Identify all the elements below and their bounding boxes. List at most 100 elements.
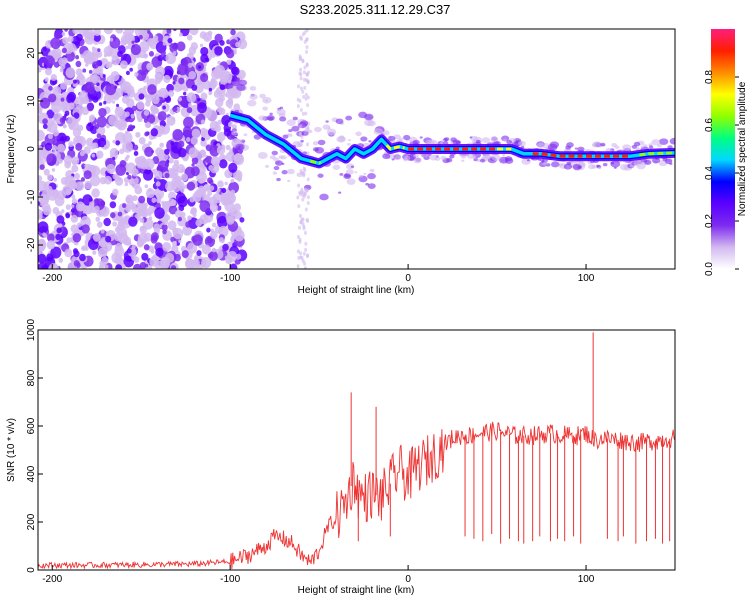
- colorbar-tick-label: 0.6: [704, 118, 715, 132]
- spectrogram-cell: [472, 155, 477, 159]
- spectrogram-cell: [117, 176, 122, 182]
- spectrogram-cell: [131, 105, 137, 112]
- spectrogram-cell: [188, 46, 197, 55]
- spectrogram-cell: [186, 242, 198, 254]
- spectrogram-cell: [38, 66, 42, 73]
- spectrogram-cell: [233, 203, 241, 212]
- spectrogram-cell: [338, 191, 342, 194]
- spectrogram-cell: [275, 160, 283, 166]
- spectrogram-cell: [210, 155, 221, 167]
- x-tick-label: -100: [220, 574, 240, 585]
- spectrogram-cell: [332, 164, 341, 170]
- spectrogram-cell: [620, 163, 630, 171]
- spectrogram-cell: [38, 221, 49, 234]
- spectrogram-cell: [75, 60, 82, 68]
- spectrogram-cell: [171, 265, 177, 269]
- spectrogram-cell: [201, 244, 211, 255]
- spectrogram-cell: [132, 263, 142, 269]
- spectrogram-cell: [132, 195, 138, 202]
- spectrogram-cell: [273, 165, 280, 171]
- colorbar-tick-label: 0.0: [704, 262, 715, 276]
- spectrogram-cell: [138, 195, 146, 204]
- spectrogram-cell: [38, 144, 44, 156]
- spectrogram-cell: [278, 155, 284, 160]
- spectrogram-cell: [154, 170, 163, 180]
- spectrogram-cell: [225, 151, 235, 162]
- spectrogram-cell: [42, 118, 48, 125]
- y-tick-label: -20: [26, 237, 37, 252]
- spectrogram-cell: [367, 173, 376, 180]
- spectrogram-cell: [50, 73, 57, 82]
- spectrogram-cell: [130, 44, 141, 56]
- spectrogram-cell: [613, 166, 617, 169]
- spectrogram-cell: [52, 129, 60, 137]
- spectrogram-cell: [73, 250, 80, 258]
- spectrogram-cell: [74, 47, 78, 51]
- spectrogram-cell: [213, 90, 221, 98]
- spectrogram-cell: [143, 244, 150, 251]
- spectrogram-cell: [648, 145, 654, 149]
- spectrogram-cell: [65, 188, 72, 195]
- spectrogram-cell: [217, 180, 224, 188]
- spectrogram-cell: [303, 85, 307, 90]
- spectrogram-cell: [299, 67, 303, 72]
- spectrogram-cell: [75, 33, 83, 42]
- spectrogram-cell: [208, 179, 214, 185]
- spectrogram-cell: [354, 171, 358, 174]
- spectrogram-cell: [144, 54, 148, 58]
- spectrogram-cell: [305, 254, 309, 259]
- spectrogram-cell: [359, 174, 364, 178]
- spectrogram-cell: [231, 131, 238, 136]
- colorbar: 0.0 0.2 0.4 0.6 0.8 Normalized spectral ampl…: [704, 29, 748, 276]
- spectrogram-cell: [161, 200, 166, 206]
- spectrogram-cell: [46, 125, 52, 132]
- spectrogram-cell: [403, 134, 411, 141]
- spectrogram-cell: [296, 264, 300, 269]
- spectrogram-cell: [168, 198, 176, 207]
- spectrogram-cell: [143, 85, 147, 90]
- spectrogram-cell: [38, 249, 41, 254]
- spectrogram-cell: [44, 55, 55, 67]
- spectrogram-cell: [112, 100, 116, 104]
- spectrogram-cell: [38, 129, 45, 142]
- spectrogram-cell: [193, 259, 200, 267]
- spectrogram-cell: [68, 102, 75, 110]
- spectrogram-cell: [216, 145, 226, 155]
- spectrogram-cell: [43, 233, 48, 238]
- spectrogram-cell: [190, 136, 199, 145]
- spectrogram-cell: [302, 77, 306, 82]
- spectrogram-cell: [81, 106, 90, 116]
- spectrogram-cell: [95, 66, 104, 75]
- spectrogram-cell: [93, 29, 101, 37]
- y-tick-label: -10: [26, 189, 37, 204]
- spectrogram-cell: [299, 36, 303, 41]
- spectrogram-cell: [117, 50, 123, 57]
- spectrogram-cell: [296, 104, 300, 109]
- spectrogram-cell: [304, 247, 308, 252]
- spectrogram-cell: [502, 138, 507, 142]
- spectrogram-cell: [363, 172, 367, 175]
- spectrogram-cell: [202, 134, 207, 138]
- spectrogram-cell: [306, 177, 310, 182]
- spectrogram-cell: [373, 128, 384, 135]
- spectrogram-cell: [38, 175, 43, 182]
- spectrogram-cell: [92, 233, 101, 242]
- spectrogram-ridge: [228, 110, 675, 169]
- spectrogram-cell: [144, 121, 151, 129]
- spectrogram-cell: [63, 155, 73, 165]
- spectrogram-cell: [450, 137, 457, 143]
- figure-title: S233.2025.311.12.29.C37: [300, 2, 451, 17]
- spectrogram-cell: [48, 85, 53, 91]
- spectrogram-cell: [214, 64, 226, 77]
- spectrogram-cell: [122, 132, 133, 144]
- spectrogram-cell: [164, 148, 170, 155]
- spectrogram-cell: [200, 46, 209, 56]
- spectrogram-cell: [151, 197, 157, 203]
- spectrogram-cell: [143, 118, 148, 123]
- spectrogram-cell: [97, 137, 107, 148]
- spectrogram-cell: [109, 37, 114, 42]
- spectrogram-cell: [124, 182, 129, 187]
- spectrogram-cell: [305, 29, 309, 33]
- spectrogram-cell: [119, 120, 127, 128]
